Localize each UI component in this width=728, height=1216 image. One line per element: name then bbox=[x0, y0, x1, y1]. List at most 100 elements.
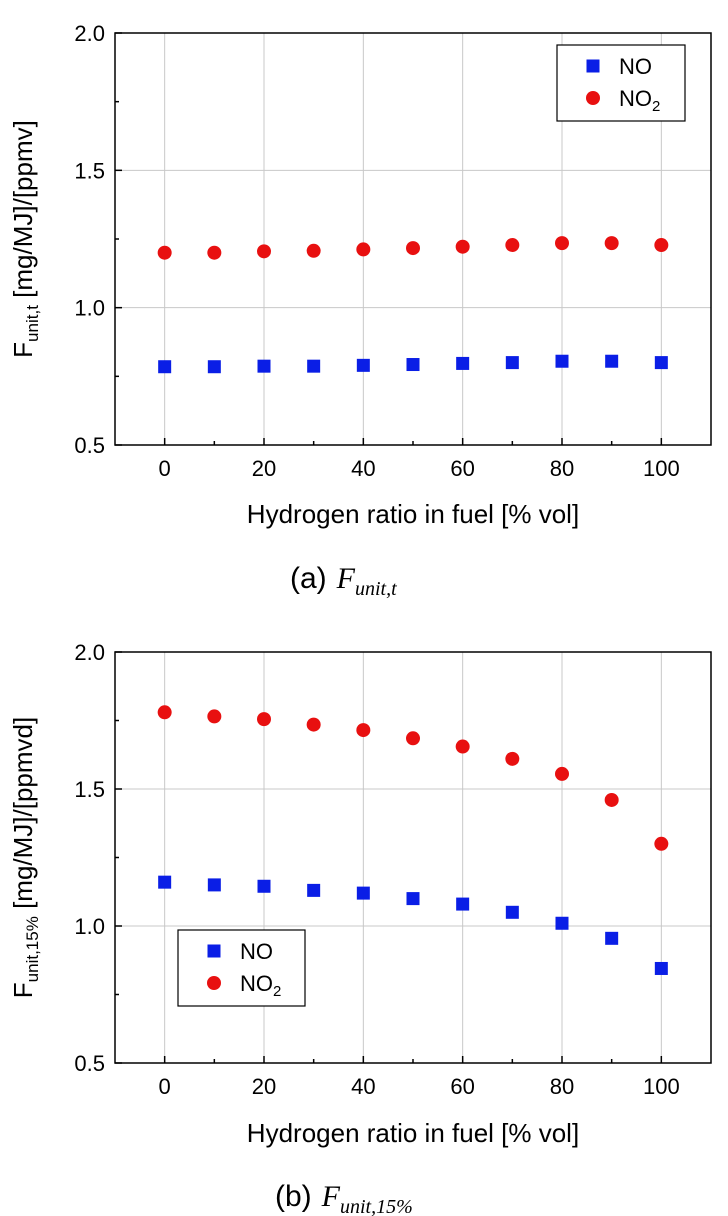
legend-box bbox=[556, 44, 686, 122]
data-point-no bbox=[207, 878, 221, 892]
data-point-no bbox=[605, 354, 619, 368]
data-point-no bbox=[257, 879, 271, 893]
data-point-no2 bbox=[604, 236, 619, 251]
legend-marker-no2 bbox=[207, 976, 221, 990]
y-tick-label: 2.0 bbox=[74, 21, 105, 46]
data-point-no2 bbox=[455, 239, 470, 254]
data-point-no2 bbox=[654, 836, 669, 851]
data-point-no2 bbox=[455, 739, 470, 754]
panel-caption-subscript: unit,t bbox=[355, 578, 397, 600]
data-point-no2 bbox=[555, 236, 569, 251]
legend-label-subscript: 2 bbox=[273, 983, 281, 1000]
data-point-no2 bbox=[257, 712, 271, 727]
y-axis-title-subscript: unit,t bbox=[23, 305, 42, 342]
y-tick-label: 0.5 bbox=[74, 433, 105, 458]
data-point-no2 bbox=[157, 245, 172, 260]
x-tick-label: 100 bbox=[643, 456, 680, 481]
data-point-no2 bbox=[406, 241, 420, 256]
legend-label-name: NO bbox=[619, 54, 652, 79]
x-tick-label: 80 bbox=[550, 456, 574, 481]
x-tick-label: 20 bbox=[252, 1074, 276, 1099]
y-axis-title-subscript: unit,15% bbox=[23, 916, 42, 982]
data-point-no bbox=[158, 360, 172, 374]
y-axis-title-units: [mg/MJ]/[ppmvd] bbox=[8, 717, 38, 916]
data-point-no2 bbox=[157, 705, 172, 720]
x-tick-label: 80 bbox=[550, 1074, 574, 1099]
legend-label: NO2 bbox=[240, 971, 281, 1000]
panel-caption-symbol: F bbox=[321, 1180, 341, 1213]
data-point-no2 bbox=[505, 751, 520, 766]
y-axis-title-main: F bbox=[8, 342, 38, 358]
chart-panel-a: 0 20 40 60 80 100 0.5 1.0 1.5 2.0 Hydrogen ratio i… bbox=[8, 21, 712, 600]
x-tick-label: 0 bbox=[159, 1074, 171, 1099]
data-point-no bbox=[158, 875, 172, 889]
chart-panel-b: 0 20 40 60 80 100 0.5 1.0 1.5 2.0 Hydrogen ratio i… bbox=[8, 640, 712, 1216]
legend-marker-no bbox=[207, 944, 221, 958]
legend-label: NO2 bbox=[619, 86, 660, 115]
panel-caption-subscript: unit,15% bbox=[340, 1196, 413, 1216]
data-point-no bbox=[605, 931, 619, 945]
y-axis-title: Funit,t [mg/MJ]/[ppmv] bbox=[8, 120, 42, 358]
data-point-no bbox=[307, 883, 321, 897]
data-point-no bbox=[406, 892, 420, 906]
legend-label-name: NO bbox=[240, 971, 273, 996]
data-point-no bbox=[356, 358, 370, 372]
legend-label: NO bbox=[240, 939, 273, 964]
x-tick-label: 100 bbox=[643, 1074, 680, 1099]
data-point-no bbox=[307, 359, 321, 373]
data-point-no bbox=[406, 358, 420, 372]
panel-caption-prefix: (a) bbox=[290, 562, 327, 595]
legend-marker-no2 bbox=[586, 91, 600, 105]
data-point-no bbox=[654, 356, 668, 370]
y-tick-label: 1.0 bbox=[74, 914, 105, 939]
legend-label: NO bbox=[619, 54, 652, 79]
data-point-no2 bbox=[207, 245, 222, 260]
x-tick-label: 60 bbox=[450, 456, 474, 481]
data-point-no2 bbox=[555, 766, 569, 781]
panel-caption-symbol: F bbox=[336, 562, 356, 595]
x-tick-label: 20 bbox=[252, 456, 276, 481]
data-point-no bbox=[207, 360, 221, 374]
y-tick-label: 1.0 bbox=[74, 296, 105, 321]
data-point-no2 bbox=[505, 238, 520, 253]
legend-box bbox=[177, 929, 306, 1007]
x-tick-label: 40 bbox=[351, 1074, 375, 1099]
x-axis-title: Hydrogen ratio in fuel [% vol] bbox=[247, 1118, 579, 1148]
y-tick-label: 2.0 bbox=[74, 640, 105, 665]
panel-caption: (b) Funit,15% bbox=[275, 1180, 413, 1216]
data-point-no2 bbox=[306, 717, 321, 732]
data-point-no bbox=[456, 897, 470, 911]
y-axis-title-units: [mg/MJ]/[ppmv] bbox=[8, 120, 38, 305]
data-point-no2 bbox=[356, 242, 371, 257]
data-point-no bbox=[555, 354, 569, 368]
data-point-no bbox=[505, 905, 519, 919]
x-tick-label: 40 bbox=[351, 456, 375, 481]
y-tick-label: 1.5 bbox=[74, 777, 105, 802]
data-point-no bbox=[356, 886, 370, 900]
data-point-no2 bbox=[604, 792, 619, 807]
x-tick-label: 0 bbox=[159, 456, 171, 481]
data-point-no bbox=[505, 356, 519, 370]
data-point-no bbox=[257, 359, 271, 373]
y-axis-title-main: F bbox=[8, 982, 38, 998]
data-point-no2 bbox=[654, 238, 669, 253]
data-point-no2 bbox=[406, 731, 420, 746]
data-point-no2 bbox=[356, 723, 371, 738]
data-point-no2 bbox=[257, 244, 271, 259]
panel-caption-prefix: (b) bbox=[275, 1180, 312, 1213]
x-axis-title: Hydrogen ratio in fuel [% vol] bbox=[247, 499, 579, 529]
data-point-no bbox=[555, 916, 569, 930]
data-point-no2 bbox=[207, 709, 222, 724]
legend-label-name: NO bbox=[240, 939, 273, 964]
legend-label-subscript: 2 bbox=[652, 98, 660, 115]
y-tick-label: 0.5 bbox=[74, 1051, 105, 1076]
data-point-no2 bbox=[306, 243, 321, 258]
legend-marker-no bbox=[586, 59, 600, 73]
x-tick-label: 60 bbox=[450, 1074, 474, 1099]
y-axis-title: Funit,15% [mg/MJ]/[ppmvd] bbox=[8, 717, 42, 998]
panel-caption: (a) Funit,t bbox=[290, 562, 397, 600]
data-point-no bbox=[654, 961, 668, 975]
data-point-no bbox=[456, 356, 470, 370]
legend-label-name: NO bbox=[619, 86, 652, 111]
